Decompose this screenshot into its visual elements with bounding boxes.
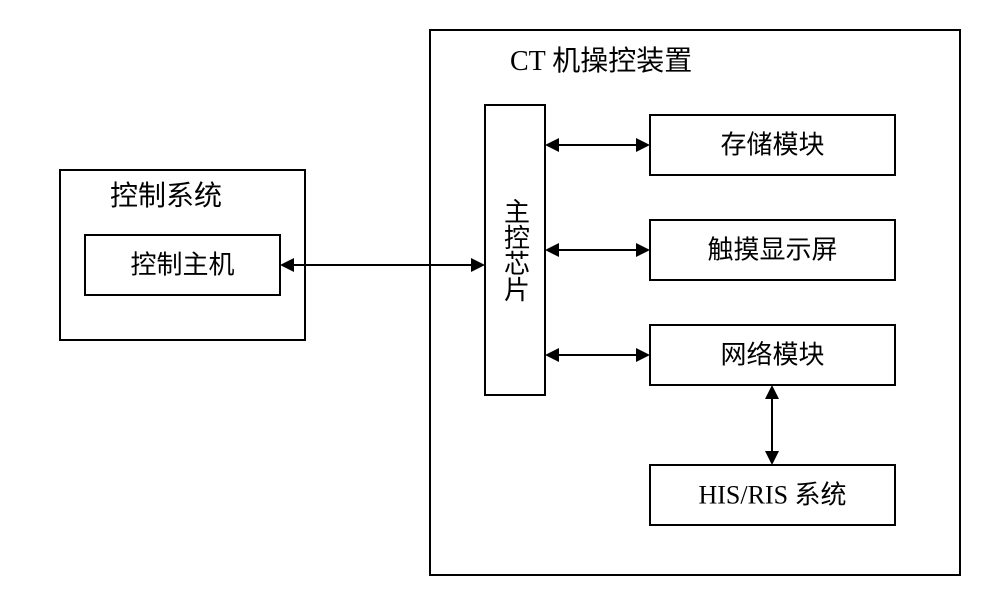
edge-chip-storage xyxy=(545,138,650,152)
edges xyxy=(280,138,779,465)
main-chip-label: 主控芯片 xyxy=(501,198,530,302)
edge-network-his xyxy=(765,385,779,465)
storage-label: 存储模块 xyxy=(720,131,824,160)
network-label: 网络模块 xyxy=(720,341,824,370)
hisris-label: HIS/RIS 系统 xyxy=(698,481,846,510)
block-diagram: 控制系统 控制主机 CT 机操控装置 主控芯片 存储模块 触摸显示屏 网络模块 … xyxy=(0,0,1000,609)
ct-device-box xyxy=(430,30,960,575)
edge-chip-touch xyxy=(545,243,650,257)
edge-chip-network xyxy=(545,348,650,362)
touch-label: 触摸显示屏 xyxy=(707,236,837,265)
ct-device-title: CT 机操控装置 xyxy=(510,45,692,77)
edge-host-chip xyxy=(280,258,485,272)
control-host-label: 控制主机 xyxy=(130,251,234,280)
control-system-title: 控制系统 xyxy=(110,180,222,212)
